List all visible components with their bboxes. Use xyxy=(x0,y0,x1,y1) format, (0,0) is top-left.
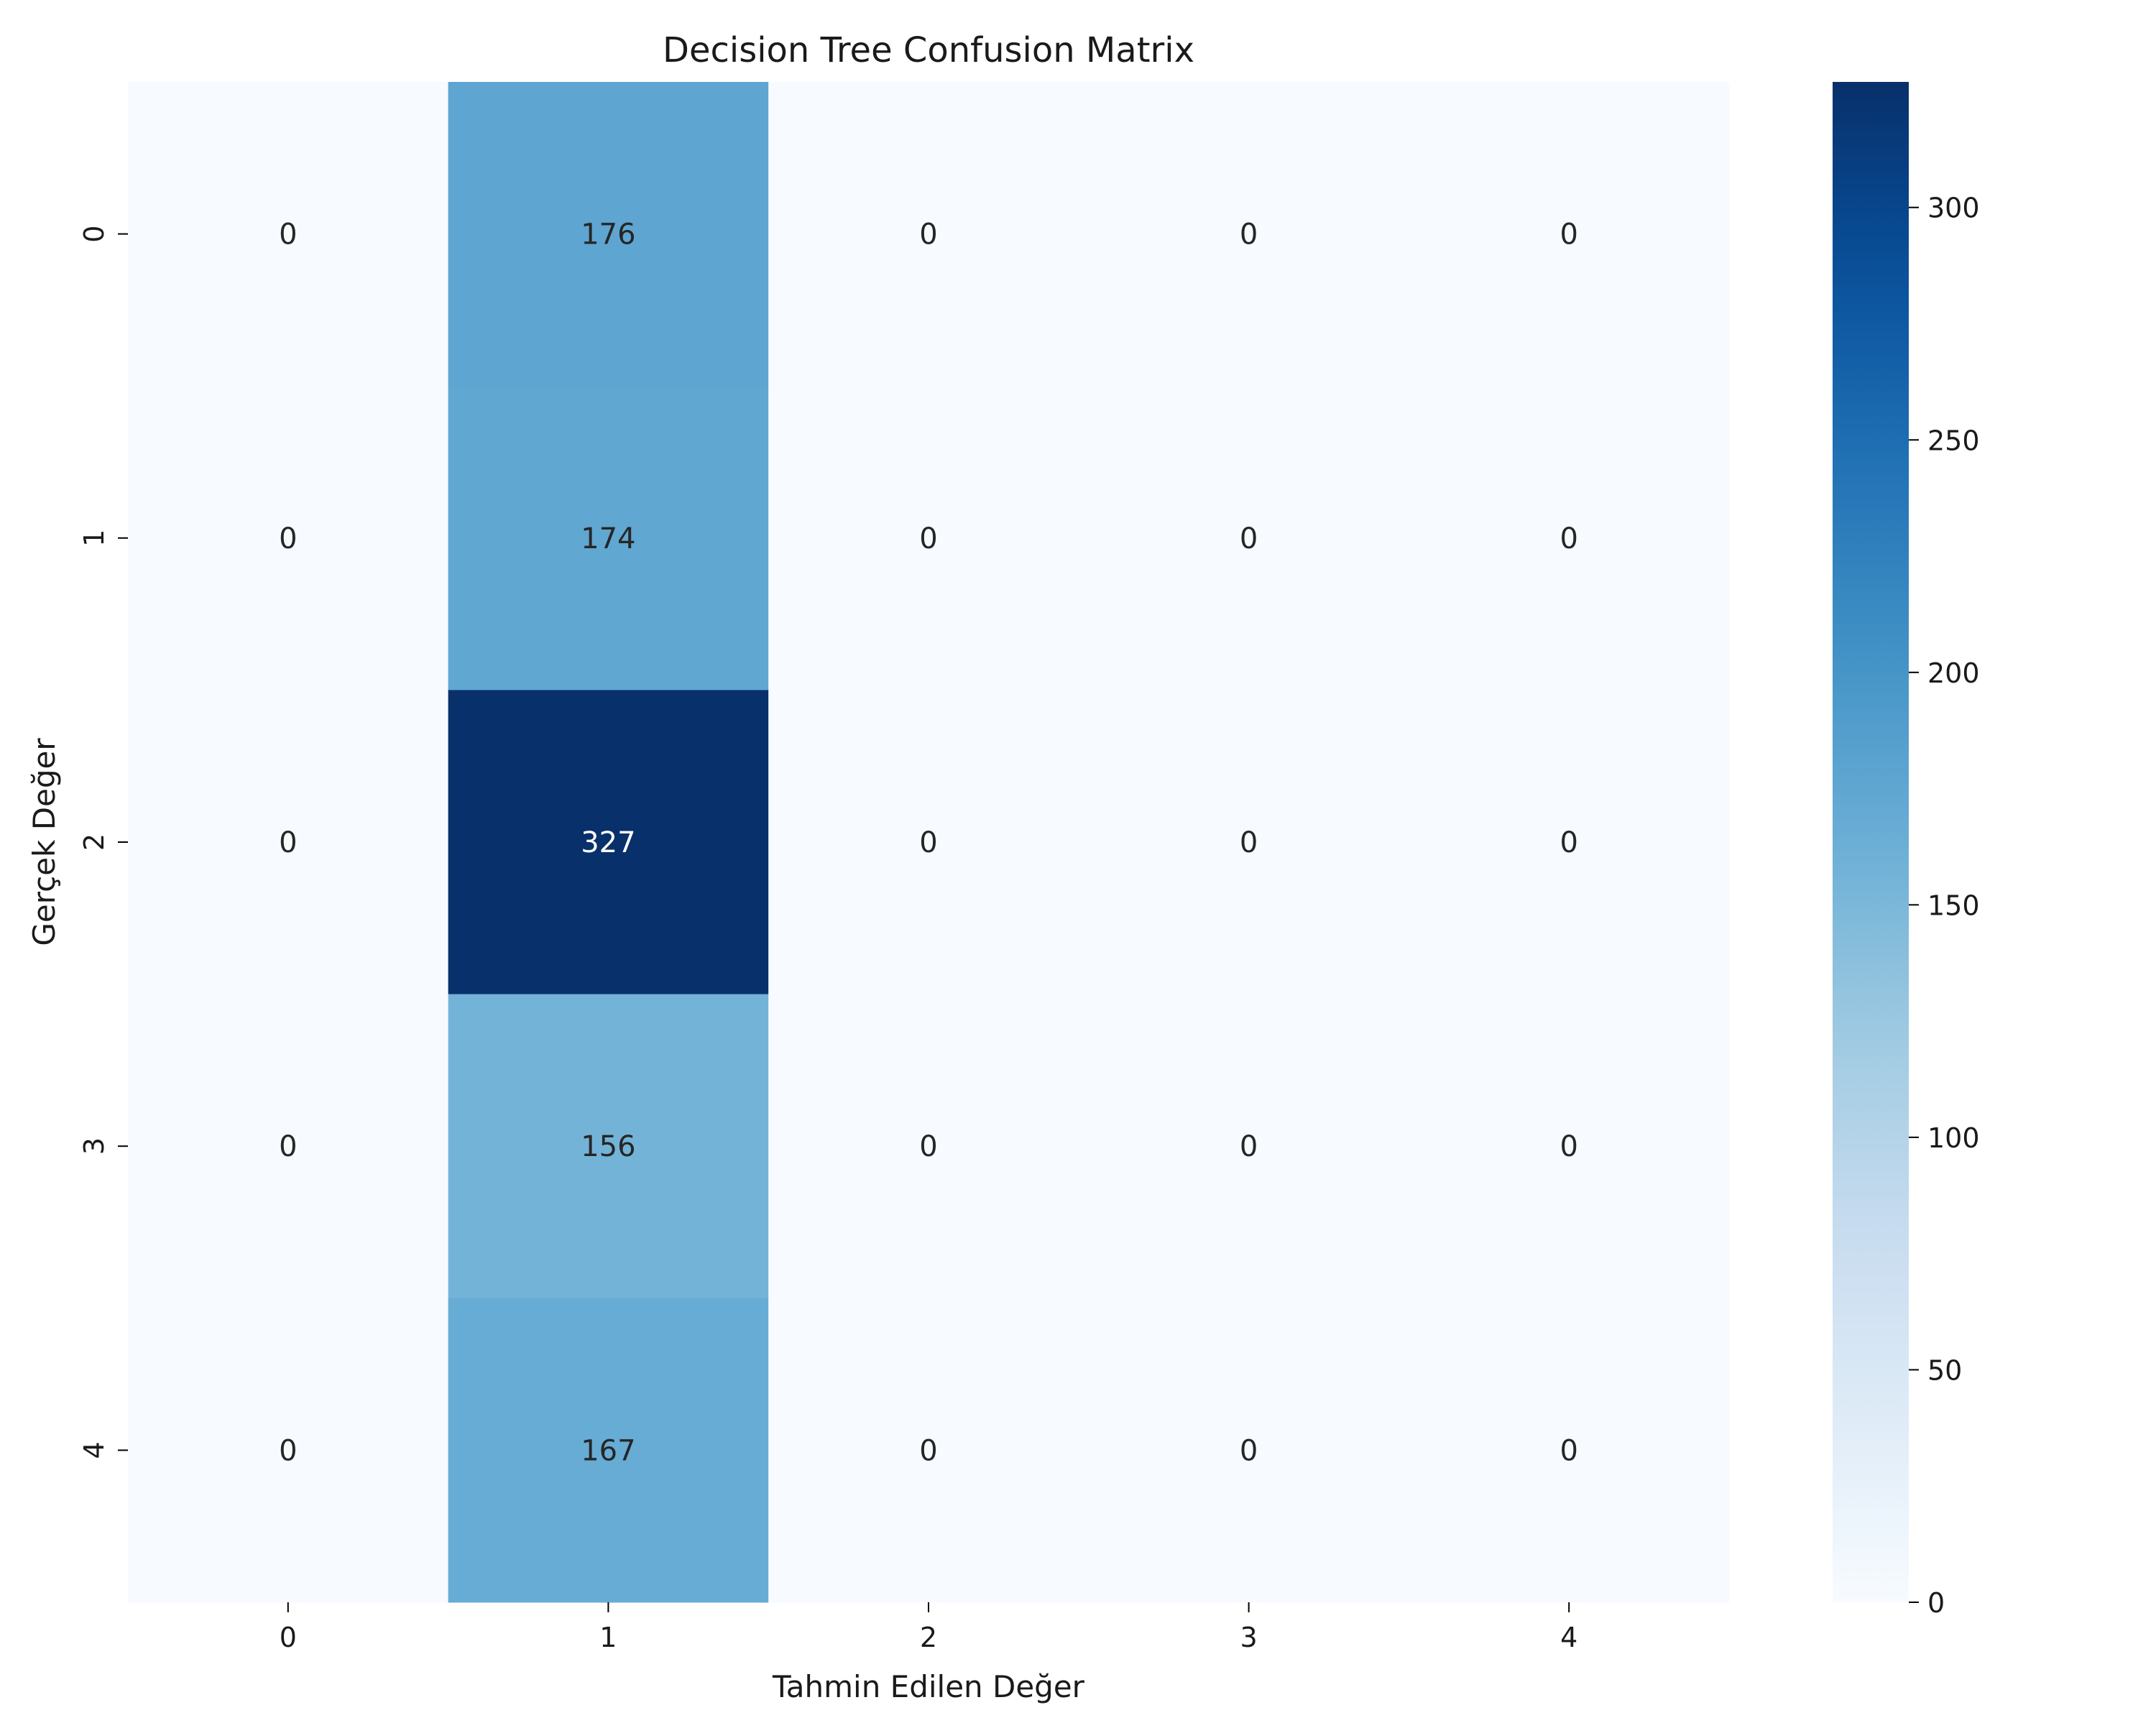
colorbar-tick-label: 300 xyxy=(1927,193,1980,224)
colorbar-tick-label: 250 xyxy=(1927,425,1980,456)
heatmap-cell-value: 0 xyxy=(1560,826,1577,859)
heatmap-cell-value: 0 xyxy=(1560,1130,1577,1163)
heatmap-cell xyxy=(768,82,1089,387)
colorbar-tick-label: 100 xyxy=(1927,1122,1980,1154)
x-tick-label: 0 xyxy=(280,1622,297,1653)
x-tick-label: 2 xyxy=(920,1622,937,1653)
heatmap-cell-value: 167 xyxy=(581,1434,635,1467)
heatmap-cell-value: 0 xyxy=(919,1434,937,1467)
x-axis: 0 1 2 3 4 xyxy=(280,1602,1577,1653)
heatmap-cell xyxy=(1409,82,1730,387)
y-tick-label: 1 xyxy=(78,530,110,547)
heatmap-cell xyxy=(448,386,769,690)
heatmap-cell-value: 176 xyxy=(581,218,635,251)
heatmap-cell xyxy=(768,386,1089,690)
heatmap-cell xyxy=(1409,386,1730,690)
y-tick-label: 0 xyxy=(78,226,110,243)
heatmap-cell-value: 0 xyxy=(1240,522,1258,555)
heatmap-cell-value: 0 xyxy=(1240,218,1258,251)
heatmap-cell xyxy=(128,690,449,995)
heatmap-cell xyxy=(768,690,1089,995)
heatmap-cell xyxy=(1409,690,1730,995)
heatmap-cell-value: 0 xyxy=(1240,826,1258,859)
heatmap-cell-value: 0 xyxy=(1560,218,1577,251)
heatmap-cell xyxy=(1088,994,1409,1299)
colorbar xyxy=(1833,82,1909,1602)
heatmap-cell-value: 0 xyxy=(1240,1434,1258,1467)
heatmap-cell-value: 174 xyxy=(581,522,635,555)
x-tick-label: 4 xyxy=(1560,1622,1577,1653)
heatmap-cell-value: 0 xyxy=(1560,522,1577,555)
heatmap-cell-value: 156 xyxy=(581,1130,635,1163)
heatmap-cell-value: 0 xyxy=(919,522,937,555)
heatmap-cell xyxy=(768,994,1089,1299)
heatmap-cell xyxy=(128,994,449,1299)
colorbar-ticks: 0 50 100 150 200 250 300 xyxy=(1909,193,1980,1619)
heatmap-cell xyxy=(1088,690,1409,995)
x-tick-label: 3 xyxy=(1240,1622,1258,1653)
heatmap-cell-value: 0 xyxy=(279,522,297,555)
heatmap-cell-labels: 0 176 0 0 0 0 174 0 0 0 0 327 0 0 0 0 156 0 0 0 0 167 0 0 0 xyxy=(279,218,1578,1468)
heatmap-cell-value: 0 xyxy=(279,826,297,859)
y-axis-label: Gerçek Değer xyxy=(27,738,62,946)
heatmap-cell xyxy=(128,1298,449,1603)
heatmap-cell-value: 0 xyxy=(919,826,937,859)
heatmap-cell-value: 0 xyxy=(279,1434,297,1467)
heatmap-cell xyxy=(128,82,449,387)
heatmap-cell xyxy=(1088,82,1409,387)
chart-title: Decision Tree Confusion Matrix xyxy=(663,30,1194,70)
y-tick-label: 2 xyxy=(78,833,110,851)
heatmap-cell-value: 0 xyxy=(279,218,297,251)
heatmap-cell-value: 0 xyxy=(1560,1434,1577,1467)
heatmap-cell xyxy=(448,994,769,1299)
heatmap-cell xyxy=(1088,1298,1409,1603)
x-tick-label: 1 xyxy=(599,1622,617,1653)
heatmap-cell xyxy=(448,690,769,995)
y-tick-label: 4 xyxy=(78,1441,110,1459)
y-tick-label: 3 xyxy=(78,1137,110,1155)
heatmap-cell xyxy=(1409,1298,1730,1603)
heatmap-cell-value: 327 xyxy=(581,826,635,859)
heatmap-cell xyxy=(1409,994,1730,1299)
heatmap-cell xyxy=(128,386,449,690)
heatmap-cell-value: 0 xyxy=(1240,1130,1258,1163)
heatmap-cell xyxy=(448,82,769,387)
x-axis-label: Tahmin Edilen Değer xyxy=(772,1669,1085,1704)
heatmap-cell-value: 0 xyxy=(919,1130,937,1163)
colorbar-tick-label: 0 xyxy=(1927,1587,1945,1619)
heatmap-cell xyxy=(768,1298,1089,1603)
colorbar-tick-label: 150 xyxy=(1927,890,1980,921)
colorbar-tick-label: 50 xyxy=(1927,1354,1962,1386)
heatmap-cells xyxy=(128,82,1730,1603)
heatmap-cell xyxy=(448,1298,769,1603)
heatmap-cell-value: 0 xyxy=(919,218,937,251)
y-axis: 0 1 2 3 4 xyxy=(78,226,128,1459)
colorbar-tick-label: 200 xyxy=(1927,657,1980,689)
heatmap-cell xyxy=(1088,386,1409,690)
heatmap-cell-value: 0 xyxy=(279,1130,297,1163)
